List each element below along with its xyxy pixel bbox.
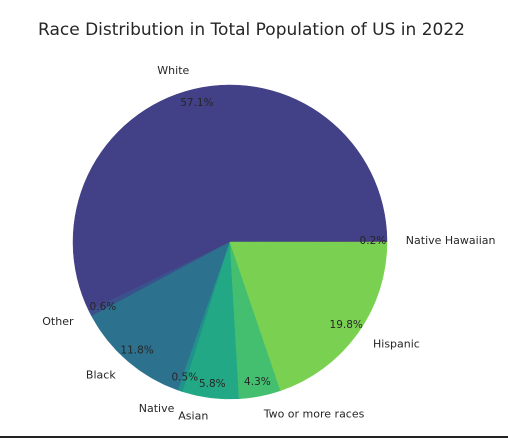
percent-label-native-hawaiian: 0.2% — [360, 235, 387, 247]
category-label-asian: Asian — [178, 410, 208, 423]
percent-label-other: 0.6% — [90, 301, 117, 313]
percent-label-hispanic: 19.8% — [330, 319, 363, 331]
percent-label-native: 0.5% — [171, 372, 198, 384]
pie-slices — [72, 84, 388, 400]
pie-slice-hispanic — [229, 241, 388, 391]
category-label-two-or-more-races: Two or more races — [263, 408, 365, 421]
percent-label-white: 57.1% — [180, 97, 213, 109]
percent-labels: 0.2% 57.1% 0.6% 11.8% 0.5%5.8% 4.3% 19.8% — [90, 97, 387, 390]
percent-label-black: 11.8% — [120, 345, 153, 357]
percent-label-asian: 5.8% — [199, 378, 226, 390]
bottom-divider — [0, 436, 508, 438]
category-label-hispanic: Hispanic — [373, 337, 420, 350]
category-label-other: Other — [42, 315, 74, 328]
chart-title: Race Distribution in Total Population of… — [38, 20, 465, 40]
pie-slice-black — [91, 241, 231, 391]
category-label-white: White — [157, 64, 189, 77]
category-label-native: Native — [139, 402, 175, 415]
percent-label-two-or-more-races: 4.3% — [244, 376, 271, 388]
category-labels: Native Hawaiian White Other Black NativeAsia… — [42, 64, 495, 423]
pie-slice-white — [72, 84, 388, 312]
category-label-native-hawaiian: Native Hawaiian — [406, 234, 496, 247]
category-label-black: Black — [86, 369, 116, 382]
